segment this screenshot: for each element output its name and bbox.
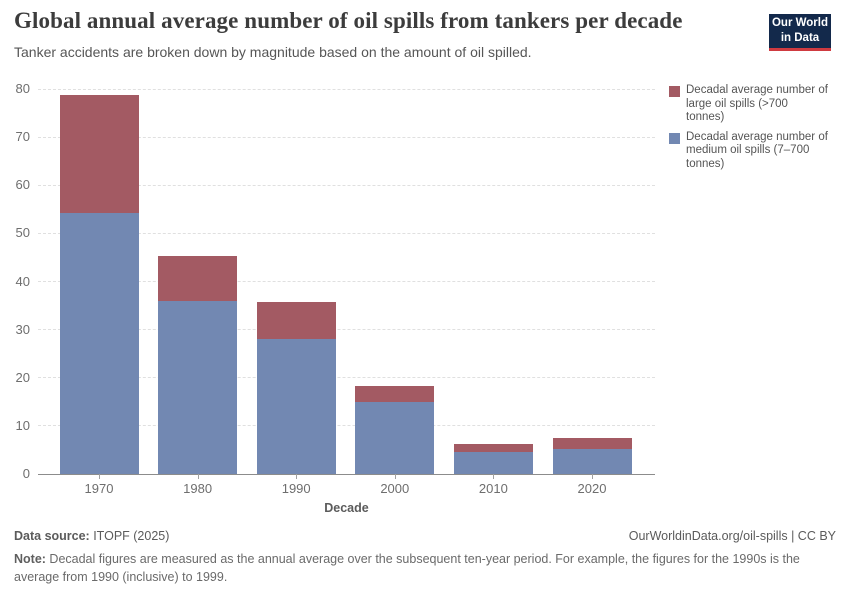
footnote-label: Note:	[14, 552, 46, 566]
gridline-50	[38, 232, 655, 234]
owid-logo[interactable]: Our World in Data	[769, 14, 831, 51]
x-axis-title: Decade	[324, 501, 369, 515]
x-axis-tick-1980	[197, 474, 199, 479]
bar-1970-medium-segment[interactable]	[59, 212, 139, 474]
gridline-40	[38, 281, 655, 282]
legend-item-medium-spills[interactable]: Decadal average number of medium oil spi…	[669, 131, 845, 172]
legend-swatch-medium-icon	[669, 132, 680, 144]
x-axis-tick-label-2000: 2000	[380, 481, 410, 496]
bar-2000-medium-segment[interactable]	[355, 401, 435, 474]
x-axis-tick-2000	[394, 474, 396, 479]
chart-subtitle: Tanker accidents are broken down by magn…	[14, 44, 532, 60]
gridline-20	[38, 377, 655, 379]
legend-label-medium: Decadal average number of medium oil spi…	[686, 130, 828, 170]
x-axis-tick-label-1980: 1980	[183, 481, 213, 496]
legend-label-large: Decadal average number of large oil spil…	[686, 84, 828, 124]
bar-2020-large-segment[interactable]	[552, 438, 632, 449]
x-axis-tick-1970	[99, 474, 100, 479]
gridline-30	[38, 329, 655, 331]
x-axis-tick-label-2020: 2020	[577, 481, 607, 496]
bar-1990-medium-segment[interactable]	[256, 338, 336, 474]
y-axis-tick-label-30: 30	[15, 321, 30, 337]
x-axis-tick-1990	[296, 474, 298, 479]
plot-area: 0 10 20 30 40 50 60 70 80 1970 1980 1990 2000 2010 202…	[16, 81, 655, 496]
y-axis-tick-label-50: 50	[15, 225, 30, 241]
gridline-80	[38, 88, 655, 90]
bar-2010-large-segment[interactable]	[453, 443, 533, 453]
owid-logo-line2: in Data	[780, 32, 820, 44]
x-axis-tick-2010	[493, 474, 495, 479]
data-source: Data source: ITOPF (2025)	[14, 529, 169, 543]
bar-1980-medium-segment[interactable]	[158, 301, 238, 474]
x-axis-tick-label-2010: 2010	[478, 481, 508, 496]
gridline-10	[38, 425, 655, 427]
y-axis-tick-label-80: 80	[15, 81, 30, 96]
bar-1970-large-segment[interactable]	[59, 94, 139, 213]
x-axis-baseline	[38, 473, 655, 475]
owid-logo-line1: Our World	[771, 17, 828, 30]
x-axis-tick-label-1990: 1990	[281, 481, 311, 496]
gridline-60	[38, 184, 655, 186]
legend-item-large-spills[interactable]: Decadal average number of large oil spil…	[669, 84, 845, 125]
footnote: Note: Decadal figures are measured as th…	[14, 551, 836, 587]
y-axis-tick-label-10: 10	[15, 417, 30, 433]
data-source-value: ITOPF (2025)	[89, 529, 170, 543]
bar-2020-medium-segment[interactable]	[552, 448, 632, 474]
bar-1980-large-segment[interactable]	[158, 256, 238, 302]
x-axis-tick-2020	[592, 474, 593, 479]
chart-title: Global annual average number of oil spil…	[14, 8, 683, 33]
gridline-70	[38, 136, 655, 138]
x-axis-tick-label-1970: 1970	[84, 481, 114, 496]
bar-2000-large-segment[interactable]	[355, 386, 435, 402]
footnote-text: Decadal figures are measured as the annu…	[14, 552, 800, 584]
bar-2010-medium-segment[interactable]	[453, 452, 533, 474]
attribution-link[interactable]: OurWorldinData.org/oil-spills | CC BY	[628, 529, 836, 543]
y-axis-tick-label-40: 40	[15, 273, 30, 289]
legend: Decadal average number of large oil spil…	[669, 84, 845, 177]
bar-1990-large-segment[interactable]	[256, 301, 336, 339]
footer: Data source: ITOPF (2025) OurWorldinData…	[14, 529, 836, 587]
y-axis-tick-label-20: 20	[15, 369, 30, 385]
y-axis-tick-label-0: 0	[22, 466, 30, 481]
data-source-label: Data source:	[14, 529, 90, 543]
y-axis-tick-label-60: 60	[15, 177, 30, 193]
legend-swatch-large-icon	[669, 86, 680, 97]
y-axis-tick-label-70: 70	[15, 129, 30, 145]
